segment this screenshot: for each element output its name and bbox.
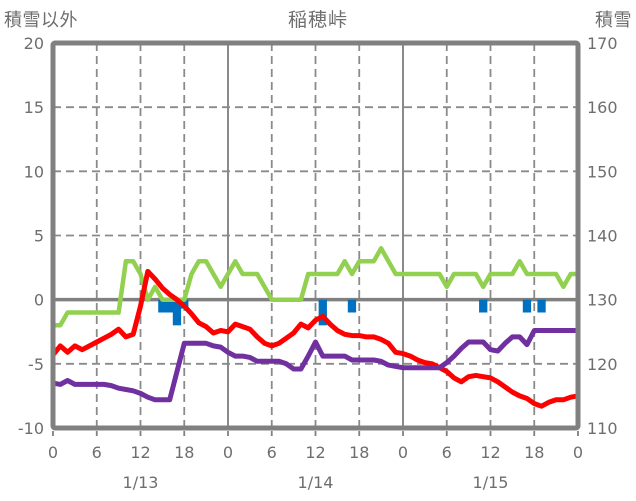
date-label: 1/13	[123, 473, 159, 492]
hour-label: 18	[174, 443, 194, 462]
hour-label: 6	[92, 443, 102, 462]
right-tick-label: 160	[587, 98, 618, 117]
blue-bars	[537, 299, 546, 313]
hour-label: 6	[267, 443, 277, 462]
hour-label: 18	[349, 443, 369, 462]
page-title: 稲穂峠	[287, 10, 348, 31]
left-tick-label: 0	[34, 291, 44, 310]
blue-bars	[479, 299, 488, 313]
right-tick-label: 110	[587, 419, 618, 438]
hour-label: 0	[398, 443, 408, 462]
red-line	[50, 268, 581, 409]
left-tick-label: -5	[28, 355, 44, 374]
plot-border	[50, 40, 581, 431]
green-line	[50, 246, 581, 328]
left-tick-label: -10	[18, 419, 44, 438]
blue-bars	[522, 299, 532, 313]
blue-bars	[165, 299, 174, 313]
left-tick-label: 15	[24, 98, 44, 117]
date-label: 1/15	[473, 473, 509, 492]
hour-label: 0	[223, 443, 233, 462]
right-tick-label: 130	[587, 291, 618, 310]
right-tick-label: 170	[587, 34, 618, 53]
blue-bars	[318, 299, 327, 326]
right-tick-label: 140	[587, 227, 618, 246]
blue-bars	[172, 299, 182, 326]
left-tick-label: 5	[34, 227, 44, 246]
blue-bars	[158, 299, 167, 313]
left-tick-label: 20	[24, 34, 44, 53]
hour-label: 12	[305, 443, 325, 462]
hour-label: 0	[48, 443, 58, 462]
purple-line	[50, 328, 581, 403]
hour-label: 12	[130, 443, 150, 462]
hour-label: 18	[524, 443, 544, 462]
date-label: 1/14	[298, 473, 334, 492]
right-tick-label: 150	[587, 162, 618, 181]
left-tick-label: 10	[24, 162, 44, 181]
hour-label: 6	[442, 443, 452, 462]
hour-label: 12	[480, 443, 500, 462]
left-axis-title: 積雪以外	[4, 10, 78, 30]
right-tick-label: 120	[587, 355, 618, 374]
hour-label: 0	[573, 443, 583, 462]
right-axis-title: 積雪	[595, 10, 632, 30]
blue-bars	[347, 299, 357, 313]
